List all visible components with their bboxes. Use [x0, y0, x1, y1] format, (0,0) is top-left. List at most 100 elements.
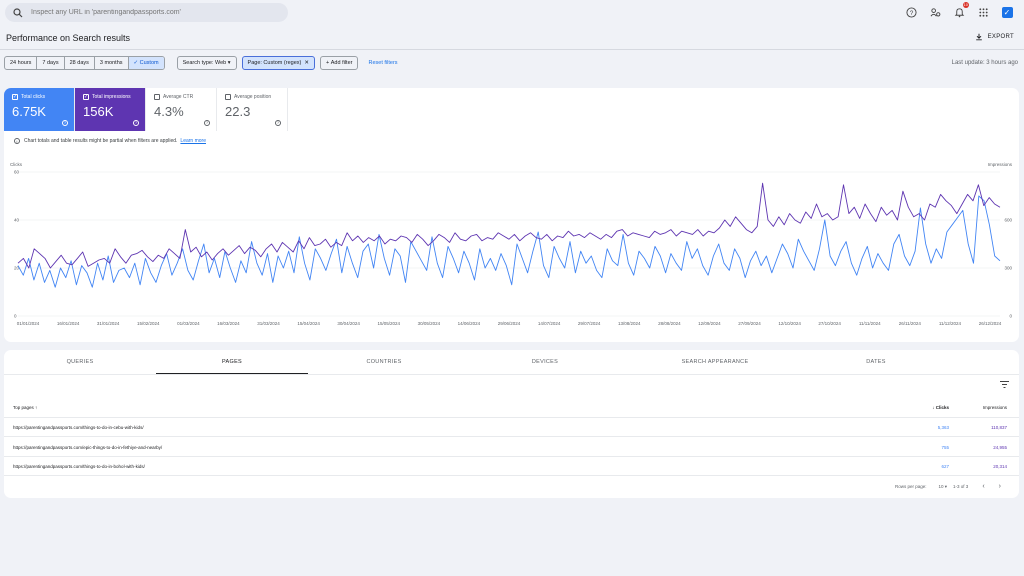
last-update-text: Last update: 3 hours ago — [951, 60, 1018, 66]
checkbox-unchecked-icon[interactable] — [154, 94, 160, 100]
row-clicks: 755 — [941, 445, 949, 450]
reset-filters-link[interactable]: Reset filters — [368, 60, 398, 66]
row-url: https://parentingandpassports.com/things… — [13, 425, 144, 430]
x-tick-label: 29/06/2024 — [498, 321, 521, 326]
metric-clicks-value: 6.75K — [12, 104, 46, 119]
col-header-clicks-label: Clicks — [935, 405, 949, 410]
row-impressions: 24,955 — [993, 445, 1007, 450]
tab-queries[interactable]: QUERIES — [66, 359, 94, 365]
users-settings-icon[interactable] — [928, 5, 942, 19]
x-tick-label: 29/07/2024 — [578, 321, 601, 326]
y-axis-right-title: Impressions — [988, 162, 1013, 167]
rows-per-page-select[interactable]: 10 ▾ — [938, 483, 948, 489]
date-range-28d[interactable]: 28 days — [65, 57, 95, 69]
help-icon[interactable]: ? — [204, 120, 210, 126]
performance-line-chart[interactable]: Clicks Impressions0204060030060001/01/202… — [4, 158, 1019, 338]
metric-position-value: 22.3 — [225, 104, 251, 119]
date-range-custom[interactable]: ✓ Custom — [128, 57, 164, 69]
date-range-3m[interactable]: 3 months — [95, 57, 129, 69]
metric-impressions-value: 156K — [83, 104, 114, 119]
filter-bar: 24 hours 7 days 28 days 3 months ✓ Custo… — [4, 56, 398, 70]
help-icon[interactable]: ? — [275, 120, 281, 126]
help-icon[interactable]: ? — [133, 120, 139, 126]
help-icon[interactable]: ? — [62, 120, 68, 126]
export-button[interactable]: EXPORT — [975, 33, 1014, 41]
add-filter-button[interactable]: + Add filter — [320, 56, 359, 70]
checkbox-unchecked-icon[interactable] — [225, 94, 231, 100]
tab-devices[interactable]: DEVICES — [531, 359, 559, 365]
x-tick-label: 30/04/2024 — [337, 321, 360, 326]
x-tick-label: 28/08/2024 — [658, 321, 681, 326]
metric-average-ctr[interactable]: Average CTR 4.3% ? — [146, 88, 217, 131]
x-tick-label: 01/03/2024 — [177, 321, 200, 326]
metric-ctr-value: 4.3% — [154, 104, 184, 119]
export-label: EXPORT — [987, 34, 1014, 40]
page-range: 1-3 of 3 — [953, 484, 969, 489]
row-clicks: 5,363 — [937, 425, 949, 430]
header-divider — [0, 49, 1024, 50]
x-tick-label: 26/12/2024 — [979, 321, 1002, 326]
x-tick-label: 27/10/2024 — [818, 321, 841, 326]
x-tick-label: 13/08/2024 — [618, 321, 641, 326]
col-header-pages[interactable]: Top pages ↑ — [13, 405, 37, 410]
y-tick-right: 0 — [1009, 314, 1012, 319]
date-range-custom-label: Custom — [139, 60, 159, 66]
col-header-pages-label: Top pages — [13, 405, 34, 410]
metric-position-label: Average position — [234, 94, 272, 100]
pagination: Rows per page: 10 ▾ 1-3 of 3 ‹ › — [889, 483, 1001, 490]
table-row[interactable]: https://parentingandpassports.com/epic-t… — [4, 438, 1019, 457]
col-header-impressions[interactable]: Impressions — [982, 405, 1007, 410]
metric-cards: ✓ Total clicks 6.75K ? ✓ Total impressions… — [4, 88, 288, 131]
x-tick-label: 12/10/2024 — [778, 321, 801, 326]
tab-dates[interactable]: DATES — [866, 359, 886, 365]
add-filter-label: Add filter — [330, 60, 353, 66]
x-tick-label: 14/07/2024 — [538, 321, 561, 326]
y-tick-right: 600 — [1004, 218, 1012, 223]
series-line-impressions — [17, 182, 1001, 269]
search-type-filter[interactable]: Search type: Web ▾ — [176, 56, 237, 70]
notifications-bell-icon[interactable]: 10 — [952, 2, 969, 19]
checkbox-checked-icon[interactable]: ✓ — [83, 94, 89, 100]
url-inspect-search[interactable] — [5, 3, 288, 22]
metric-impressions-label: Total impressions — [92, 94, 131, 100]
filter-rows-icon[interactable] — [1000, 381, 1009, 388]
x-tick-label: 12/09/2024 — [698, 321, 721, 326]
account-avatar-icon[interactable]: ✓ — [1000, 5, 1014, 19]
page-title: Performance on Search results — [6, 33, 131, 43]
x-tick-label: 16/03/2024 — [217, 321, 240, 326]
x-tick-label: 15/04/2024 — [297, 321, 320, 326]
tab-countries[interactable]: COUNTRIES — [366, 359, 402, 365]
help-icon[interactable]: ? — [904, 5, 918, 19]
date-range-24h[interactable]: 24 hours — [5, 57, 38, 69]
row-clicks: 627 — [941, 464, 949, 469]
x-tick-label: 14/06/2024 — [458, 321, 481, 326]
learn-more-link[interactable]: Learn more — [180, 138, 206, 144]
page-filter-label: Page: Custom (regex) — [247, 60, 302, 66]
date-range-7d[interactable]: 7 days — [37, 57, 65, 69]
y-tick-left: 20 — [14, 266, 20, 271]
metric-total-impressions[interactable]: ✓ Total impressions 156K ? — [75, 88, 146, 131]
notification-badge: 10 — [962, 2, 969, 8]
top-bar: ? 10 ✓ — [0, 0, 1024, 26]
y-tick-right: 300 — [1004, 266, 1012, 271]
dropdown-arrow-icon: ▾ — [227, 60, 231, 66]
metric-average-position[interactable]: Average position 22.3 ? — [217, 88, 288, 131]
prev-page-icon[interactable]: ‹ — [982, 483, 985, 490]
metric-ctr-label: Average CTR — [163, 94, 194, 100]
search-input[interactable] — [31, 9, 271, 16]
next-page-icon[interactable]: › — [998, 483, 1001, 490]
date-range-selector: 24 hours 7 days 28 days 3 months ✓ Custo… — [4, 56, 165, 70]
table-row[interactable]: https://parentingandpassports.com/things… — [4, 418, 1019, 437]
tab-pages[interactable]: PAGES — [156, 350, 308, 374]
x-tick-label: 27/09/2024 — [738, 321, 761, 326]
close-icon[interactable]: ✕ — [304, 60, 310, 66]
col-header-clicks[interactable]: ↓ Clicks — [932, 405, 949, 410]
apps-grid-icon[interactable] — [976, 5, 990, 19]
metric-total-clicks[interactable]: ✓ Total clicks 6.75K ? — [4, 88, 75, 131]
performance-chart-card: ✓ Total clicks 6.75K ? ✓ Total impressions… — [4, 88, 1019, 342]
x-tick-label: 26/11/2024 — [899, 321, 922, 326]
checkbox-checked-icon[interactable]: ✓ — [12, 94, 18, 100]
table-row[interactable]: https://parentingandpassports.com/things… — [4, 457, 1019, 476]
tab-search-appearance[interactable]: SEARCH APPEARANCE — [681, 359, 749, 365]
page-filter-chip[interactable]: Page: Custom (regex) ✕ — [241, 56, 316, 70]
